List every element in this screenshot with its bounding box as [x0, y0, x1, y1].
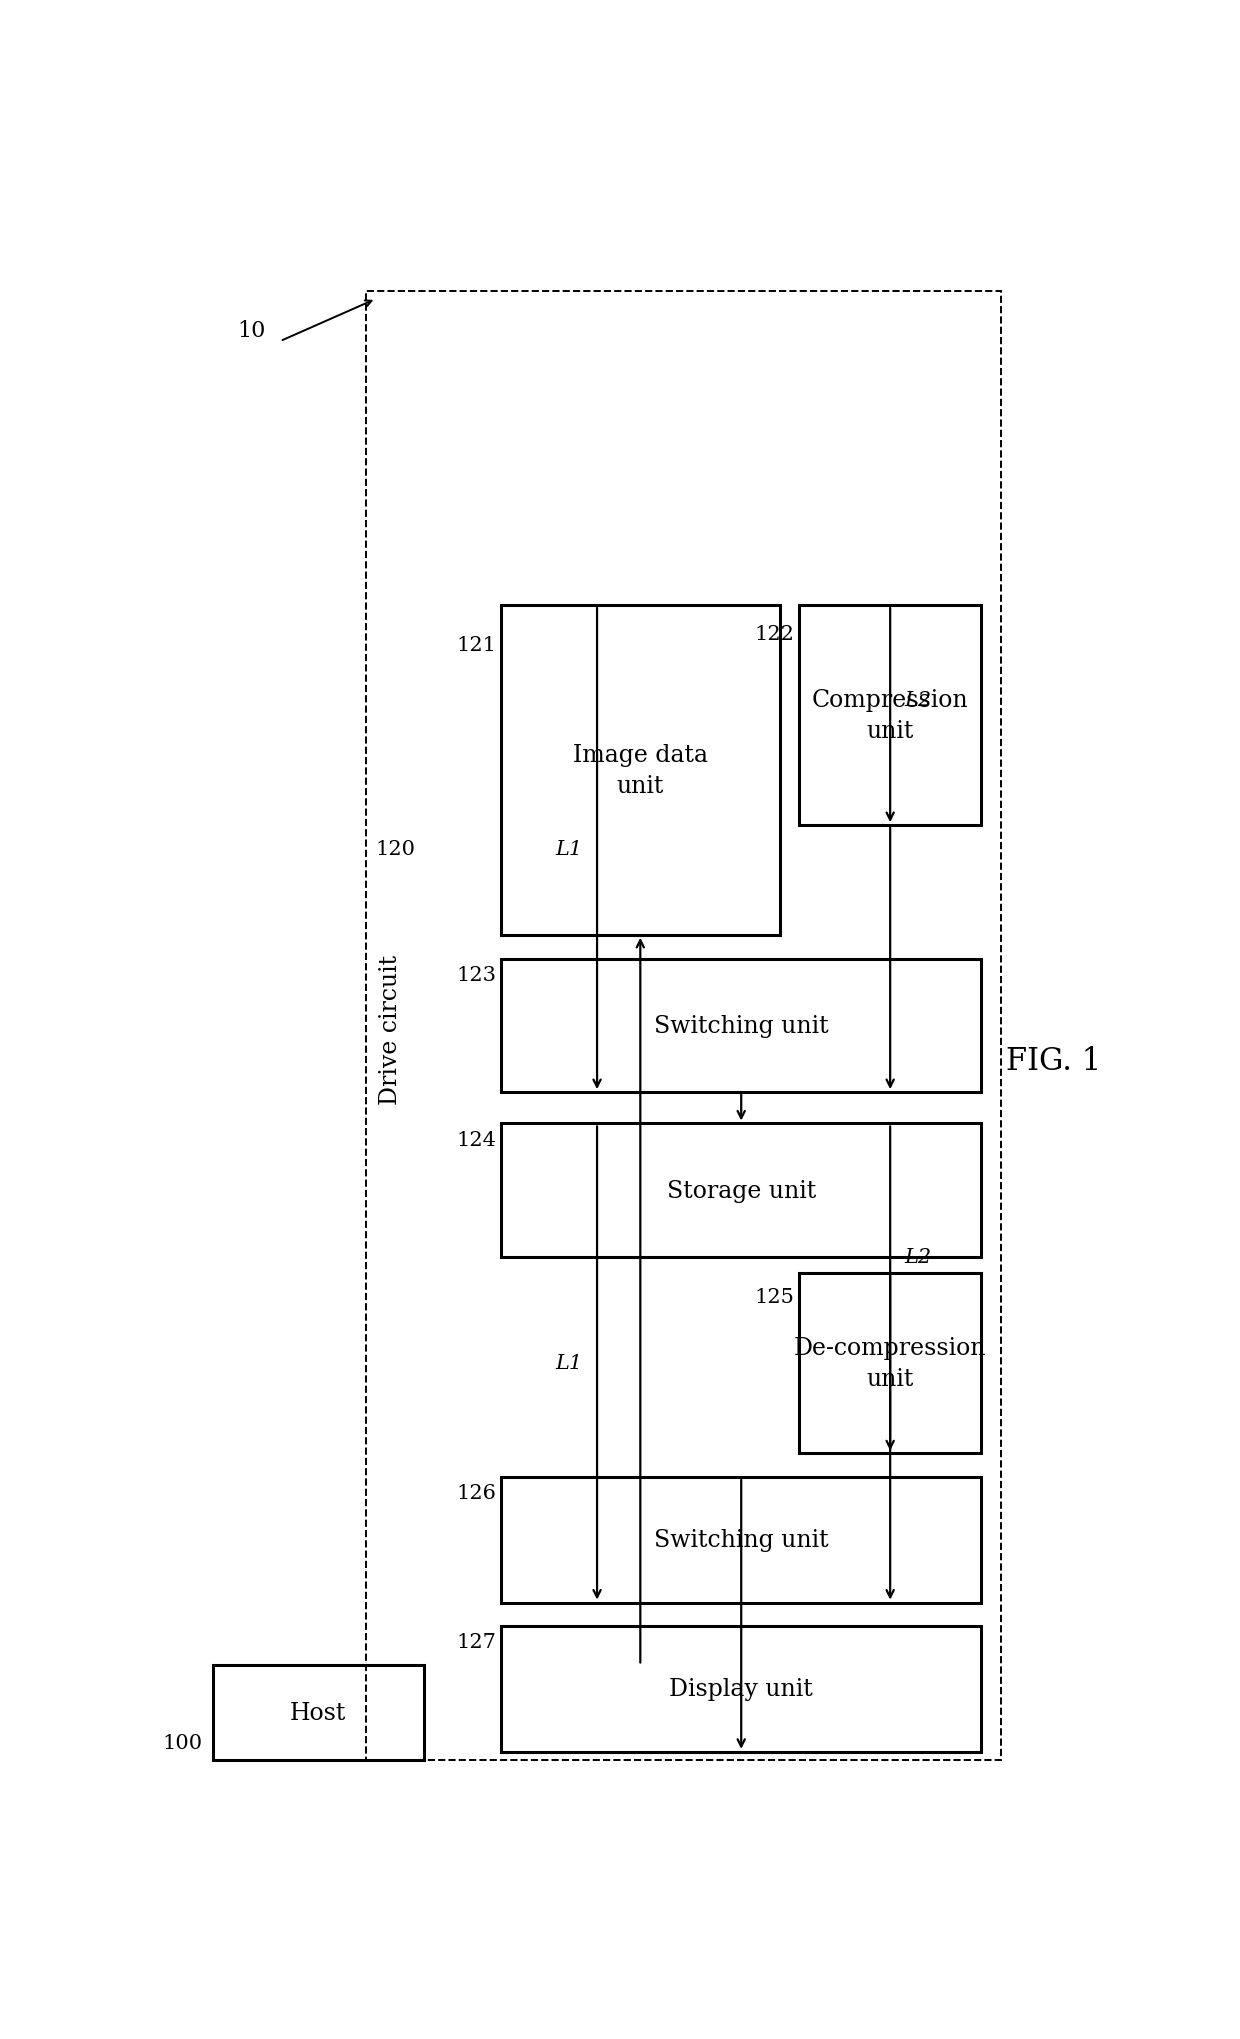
Text: 121: 121 — [456, 636, 496, 655]
Text: 10: 10 — [237, 320, 265, 343]
Bar — [799, 1272, 982, 1454]
Text: L2: L2 — [905, 691, 931, 710]
Text: Image data
unit: Image data unit — [573, 744, 708, 797]
Text: 124: 124 — [456, 1130, 496, 1150]
Bar — [501, 606, 780, 936]
Text: Switching unit: Switching unit — [653, 1013, 828, 1038]
Bar — [501, 1476, 982, 1603]
Text: L1: L1 — [556, 840, 583, 858]
Text: De-compression
unit: De-compression unit — [794, 1338, 986, 1391]
Text: 122: 122 — [754, 624, 794, 644]
Bar — [501, 958, 982, 1093]
Text: Drive circuit: Drive circuit — [379, 954, 402, 1105]
Text: 127: 127 — [456, 1633, 496, 1652]
Text: Display unit: Display unit — [670, 1678, 813, 1701]
Bar — [501, 1123, 982, 1258]
Text: 100: 100 — [162, 1733, 203, 1752]
Bar — [501, 1627, 982, 1752]
Text: FIG. 1: FIG. 1 — [1006, 1046, 1101, 1077]
Text: 126: 126 — [456, 1482, 496, 1503]
Text: 120: 120 — [376, 840, 415, 858]
Text: Compression
unit: Compression unit — [812, 689, 968, 742]
Text: 123: 123 — [456, 964, 496, 985]
Text: Storage unit: Storage unit — [667, 1179, 816, 1203]
Text: Host: Host — [290, 1701, 346, 1725]
Bar — [213, 1666, 424, 1760]
Text: L1: L1 — [556, 1354, 583, 1372]
Text: L2: L2 — [905, 1248, 931, 1266]
Bar — [799, 606, 982, 826]
Bar — [367, 292, 1001, 1760]
Text: Switching unit: Switching unit — [653, 1529, 828, 1552]
Text: 125: 125 — [754, 1287, 794, 1307]
